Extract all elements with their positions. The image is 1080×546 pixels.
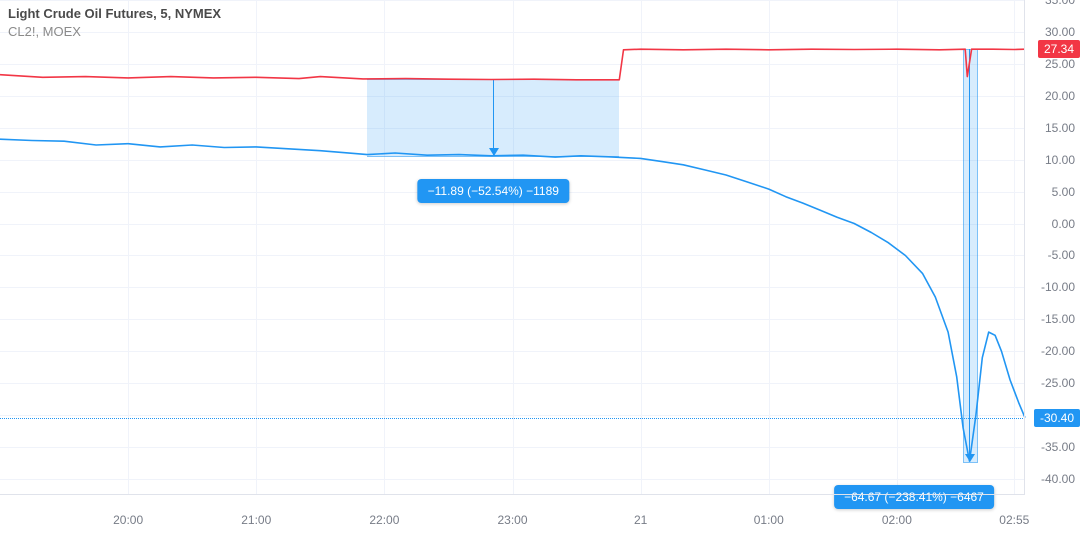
x-tick-label: 22:00	[369, 513, 399, 527]
x-tick-label: 02:00	[882, 513, 912, 527]
x-tick-label: 21:00	[241, 513, 271, 527]
chart-title: Light Crude Oil Futures, 5, NYMEX	[8, 6, 221, 21]
y-tick-label: 10.00	[1025, 153, 1080, 167]
x-tick-label: 20:00	[113, 513, 143, 527]
y-tick-label: 35.00	[1025, 0, 1080, 7]
plot-area[interactable]: −11.89 (−52.54%) −1189−64.67 (−238.41%) …	[0, 0, 1025, 495]
y-tick-label: 0.00	[1025, 217, 1080, 231]
y-tick-label: -20.00	[1025, 344, 1080, 358]
series-line[interactable]	[0, 49, 1025, 80]
y-tick-label: -40.00	[1025, 472, 1080, 486]
series-line[interactable]	[0, 139, 1025, 461]
y-tick-label: -15.00	[1025, 312, 1080, 326]
y-tick-label: 30.00	[1025, 25, 1080, 39]
x-axis[interactable]: 20:0021:0022:0023:002101:0002:0002:55	[0, 494, 1025, 546]
y-tick-label: 5.00	[1025, 185, 1080, 199]
x-tick-label: 02:55	[999, 513, 1029, 527]
y-tick-label: 20.00	[1025, 89, 1080, 103]
price-badge: 27.34	[1038, 40, 1080, 58]
y-tick-label: 15.00	[1025, 121, 1080, 135]
y-tick-label: -10.00	[1025, 280, 1080, 294]
y-tick-label: -5.00	[1025, 248, 1080, 262]
y-axis[interactable]: 35.00 30.00 25.00 20.00 15.00 10.00 5.00 0.00 -5…	[1024, 0, 1080, 495]
x-tick-label: 23:00	[497, 513, 527, 527]
y-tick-label: -25.00	[1025, 376, 1080, 390]
price-badge: -30.40	[1034, 409, 1080, 427]
line-chart-svg	[0, 0, 1025, 495]
y-tick-label: 25.00	[1025, 57, 1080, 71]
chart-subtitle: CL2!, MOEX	[8, 24, 81, 39]
chart-container: Light Crude Oil Futures, 5, NYMEX CL2!, …	[0, 0, 1080, 546]
y-tick-label: -35.00	[1025, 440, 1080, 454]
x-tick-label: 01:00	[754, 513, 784, 527]
x-tick-label: 21	[634, 513, 647, 527]
